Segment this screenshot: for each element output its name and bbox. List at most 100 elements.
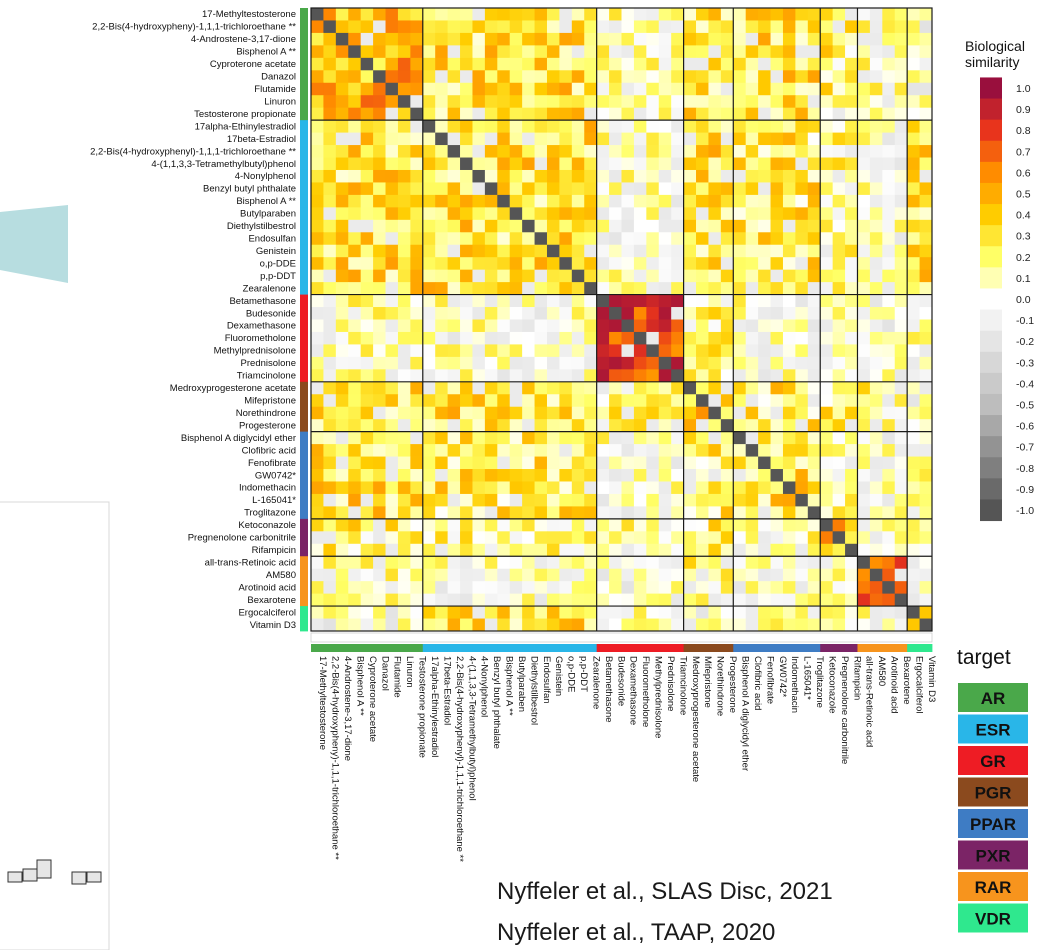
heatmap-cell: [348, 182, 362, 196]
heatmap-cell: [907, 257, 920, 271]
heatmap-cell: [311, 20, 324, 34]
column-label: Diethylstilbestrol: [528, 656, 539, 725]
row-strip-cell: [300, 369, 308, 383]
heatmap-cell: [894, 543, 908, 557]
heatmap-cell: [373, 543, 386, 557]
row-strip-cell: [300, 244, 308, 258]
heatmap-cell: [546, 369, 560, 383]
column-label: 17beta-Estradiol: [441, 656, 452, 725]
heatmap-cell: [497, 394, 511, 408]
heatmap-cell: [546, 581, 560, 595]
heatmap-cell: [484, 8, 498, 21]
heatmap-cell: [758, 568, 771, 582]
heatmap-cell: [323, 606, 337, 619]
heatmap-cell: [546, 95, 560, 109]
heatmap-cell: [460, 232, 473, 246]
heatmap-cell: [621, 493, 635, 507]
heatmap-cell: [447, 95, 461, 109]
heatmap-cell: [311, 244, 324, 258]
heatmap-cell: [869, 356, 883, 370]
heatmap-cell: [646, 70, 660, 84]
heatmap-cell: [646, 506, 660, 520]
heatmap-cell: [609, 132, 622, 146]
heatmap-cell: [832, 431, 846, 445]
heatmap-cell: [596, 282, 610, 295]
heatmap-cell: [360, 344, 374, 358]
heatmap-cell: [360, 406, 374, 420]
heatmap-cell: [894, 581, 908, 595]
heatmap-cell: [708, 331, 722, 345]
heatmap-cell: [857, 394, 871, 408]
heatmap-cell: [708, 182, 722, 196]
heatmap-cell: [484, 307, 498, 320]
heatmap-cell: [894, 145, 908, 158]
heatmap-cell: [907, 219, 920, 233]
heatmap-cell: [546, 331, 560, 345]
heatmap-cell: [770, 169, 784, 183]
heatmap-cell: [708, 493, 722, 507]
heatmap-cell: [857, 107, 871, 121]
heatmap-cell: [360, 219, 374, 233]
heatmap-cell: [435, 568, 449, 582]
heatmap-cell: [472, 331, 486, 345]
heatmap-cell: [522, 157, 535, 171]
heatmap-cell: [596, 356, 610, 370]
decor-bar: [7, 871, 23, 883]
heatmap-cell: [658, 8, 672, 21]
heatmap-cell: [410, 107, 424, 121]
heatmap-cell: [782, 344, 796, 358]
heatmap-cell: [845, 57, 858, 71]
heatmap-cell: [472, 244, 486, 258]
heatmap-cell: [882, 107, 896, 121]
heatmap-cell: [782, 419, 796, 433]
heatmap-cell: [422, 319, 436, 333]
heatmap-cell: [534, 481, 548, 495]
heatmap-cell: [410, 406, 424, 420]
heatmap-cell: [410, 282, 424, 295]
heatmap-cell: [683, 194, 697, 208]
heatmap-cell: [621, 456, 635, 470]
heatmap-cell: [671, 120, 684, 133]
heatmap-cell: [857, 419, 871, 433]
heatmap-cell: [323, 82, 337, 96]
colorbar-tick-label: 0.8: [1016, 125, 1031, 137]
heatmap-cell: [360, 456, 374, 470]
heatmap-cell: [633, 319, 647, 333]
heatmap-cell: [596, 120, 610, 133]
heatmap-cell: [820, 568, 834, 582]
heatmap-cell: [460, 493, 473, 507]
heatmap-cell: [733, 157, 747, 171]
heatmap-cell: [820, 319, 834, 333]
heatmap-cell: [683, 132, 697, 146]
heatmap-cell: [323, 331, 337, 345]
heatmap-cell: [335, 518, 349, 532]
column-strip-cell: [882, 644, 896, 652]
heatmap-cell: [782, 132, 796, 146]
heatmap-cell: [584, 207, 598, 221]
column-label: Linuron: [404, 656, 415, 688]
heatmap-cell: [919, 506, 933, 520]
heatmap-cell: [497, 593, 511, 607]
heatmap-cell: [758, 369, 771, 383]
heatmap-cell: [683, 282, 697, 295]
heatmap-cell: [919, 232, 933, 246]
heatmap-cell: [882, 518, 896, 532]
heatmap-cell: [758, 456, 771, 470]
heatmap-cell: [522, 581, 535, 595]
heatmap-cell: [609, 120, 622, 133]
row-strip-cell: [300, 107, 308, 121]
heatmap-cell: [596, 182, 610, 196]
heatmap-cell: [447, 70, 461, 84]
heatmap-cell: [422, 157, 436, 171]
heatmap-cell: [348, 456, 362, 470]
heatmap-cell: [360, 244, 374, 258]
heatmap-cell: [335, 406, 349, 420]
heatmap-cell: [472, 95, 486, 109]
heatmap-cell: [683, 593, 697, 607]
heatmap-cell: [807, 469, 821, 482]
heatmap-cell: [832, 57, 846, 71]
row-label: 4-Nonylphenol: [235, 171, 296, 182]
heatmap-cell: [472, 107, 486, 121]
heatmap-cell: [422, 456, 436, 470]
heatmap-cell: [894, 531, 908, 545]
